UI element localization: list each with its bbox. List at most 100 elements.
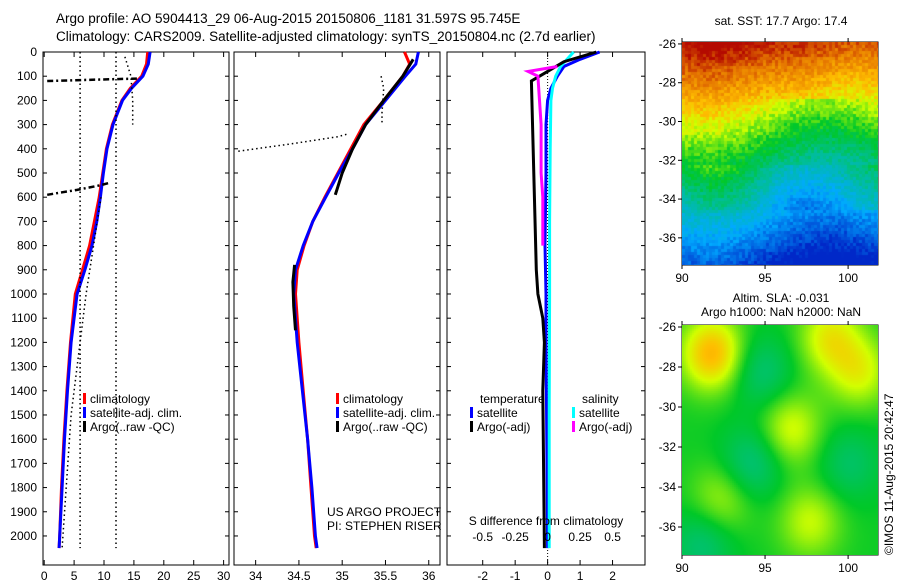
y-tick-label: -30: [659, 400, 677, 414]
top-tick-label: 0: [544, 530, 551, 544]
x-tick-label: 90: [675, 271, 689, 285]
top-tick-label: -0.25: [501, 530, 529, 544]
diff-legend-temperature: temperature satellite Argo(-adj): [470, 392, 545, 434]
x-tick-label: 95: [758, 271, 772, 285]
legend-item: satellite-adj. clim.: [83, 406, 182, 420]
y-tick-label: -36: [659, 520, 677, 534]
difference-profile-panel: [446, 50, 646, 566]
series-argo-dotted-2: [380, 76, 385, 125]
sal-legend: climatology satellite-adj. clim. Argo(..…: [336, 392, 435, 434]
diff-legend-salinity: salinity satellite Argo(-adj): [572, 392, 632, 434]
x-tick-label: 100: [838, 271, 858, 285]
x-tick-label: 34.5: [287, 569, 311, 580]
y-tick-label: 1800: [10, 481, 37, 495]
legend-header: salinity: [582, 392, 619, 406]
y-tick-label: -32: [659, 440, 677, 454]
title-line-1: Argo profile: AO 5904413_29 06-Aug-2015 …: [56, 11, 521, 26]
series-deep-dotted: [61, 197, 102, 549]
x-tick-label: 1: [577, 569, 584, 580]
y-tick-label: 1200: [10, 335, 37, 349]
sla-map-subtitle: Argo h1000: NaN h2000: NaN: [700, 305, 862, 319]
plot-frame: [233, 51, 441, 566]
legend-label: satellite: [477, 406, 518, 420]
top-tick-label: 0.5: [604, 530, 621, 544]
x-tick-label: 20: [157, 569, 171, 580]
top-axis-label: S difference from climatology: [469, 514, 624, 528]
y-tick-label: 200: [17, 93, 37, 107]
x-tick-label: 5: [71, 569, 78, 580]
sla-map-title: Altim. SLA: -0.031: [732, 291, 830, 305]
plot-frame: [446, 51, 646, 566]
legend-label: climatology: [90, 392, 151, 406]
legend-swatch: [470, 407, 473, 418]
x-tick-label: 95: [758, 561, 772, 575]
series-climatology: [293, 51, 412, 549]
top-tick-label: -0.5: [472, 530, 493, 544]
legend-swatch: [83, 421, 86, 432]
x-tick-label: 35.5: [374, 569, 398, 580]
x-tick-label: 90: [675, 561, 689, 575]
legend-label: climatology: [343, 392, 404, 406]
x-tick-label: 36: [422, 569, 436, 580]
x-tick-label: 25: [187, 569, 201, 580]
y-tick-label: 1900: [10, 505, 37, 519]
plot-frame: [42, 51, 230, 566]
series-s-satellite: [547, 51, 575, 549]
y-tick-label: -36: [659, 231, 677, 245]
y-tick-label: 500: [17, 166, 37, 180]
x-tick-label: 2: [609, 569, 616, 580]
y-tick-label: 0: [30, 45, 37, 59]
legend-swatch: [336, 393, 339, 404]
y-tick-label: 1600: [10, 432, 37, 446]
x-tick-label: -2: [477, 569, 488, 580]
y-tick-label: 100: [17, 69, 37, 83]
legend-item: Argo(..raw -QC): [83, 420, 182, 434]
y-tick-label: 1400: [10, 384, 37, 398]
y-tick-label: 1300: [10, 360, 37, 374]
x-tick-label: 100: [838, 561, 858, 575]
legend-header: temperature: [480, 392, 545, 406]
series-satellite-adj-clim-: [292, 51, 420, 549]
legend-label: satellite: [579, 406, 620, 420]
series-argo-deep: [291, 264, 297, 331]
y-tick-label: 400: [17, 142, 37, 156]
y-tick-label: 900: [17, 263, 37, 277]
x-tick-label: 34: [249, 569, 263, 580]
y-tick-label: 1500: [10, 408, 37, 422]
legend-swatch: [470, 421, 473, 432]
sla-map-heatmap: [682, 325, 878, 555]
pi-name: PI: STEPHEN RISER: [327, 519, 442, 533]
legend-item: satellite-adj. clim.: [336, 406, 435, 420]
legend-label: Argo(-adj): [477, 420, 531, 434]
y-tick-label: -30: [659, 115, 677, 129]
legend-item: Argo(-adj): [572, 420, 632, 434]
series-climatology: [57, 51, 150, 549]
legend-item: Argo(-adj): [470, 420, 545, 434]
salinity-profile-panel: [233, 51, 441, 566]
y-tick-label: 1700: [10, 456, 37, 470]
legend-label: Argo(..raw -QC): [343, 420, 428, 434]
series-argo-raw-qc-: [333, 58, 415, 196]
x-tick-label: 0: [544, 569, 551, 580]
legend-item: climatology: [83, 392, 182, 406]
title-line-2: Climatology: CARS2009. Satellite-adjuste…: [56, 29, 596, 44]
legend-item: Argo(..raw -QC): [336, 420, 435, 434]
legend-swatch: [336, 421, 339, 432]
copyright-text: ©IMOS 11-Aug-2015 20:42:47: [882, 393, 896, 555]
legend-swatch: [83, 407, 86, 418]
legend-swatch: [572, 421, 575, 432]
y-tick-label: 300: [17, 118, 37, 132]
y-tick-label: 800: [17, 239, 37, 253]
legend-label: Argo(-adj): [579, 420, 633, 434]
y-tick-label: 1000: [10, 287, 37, 301]
series-argo-dotted: [238, 133, 347, 152]
y-tick-label: 2000: [10, 529, 37, 543]
y-tick-label: -26: [659, 37, 677, 51]
series-argo-raw-qc-: [47, 77, 137, 83]
x-tick-label: 0: [41, 569, 48, 580]
project-annotation: US ARGO PROJECT PI: STEPHEN RISER: [327, 505, 442, 533]
series-t-satellite: [543, 50, 601, 549]
legend-label: satellite-adj. clim.: [90, 406, 183, 420]
